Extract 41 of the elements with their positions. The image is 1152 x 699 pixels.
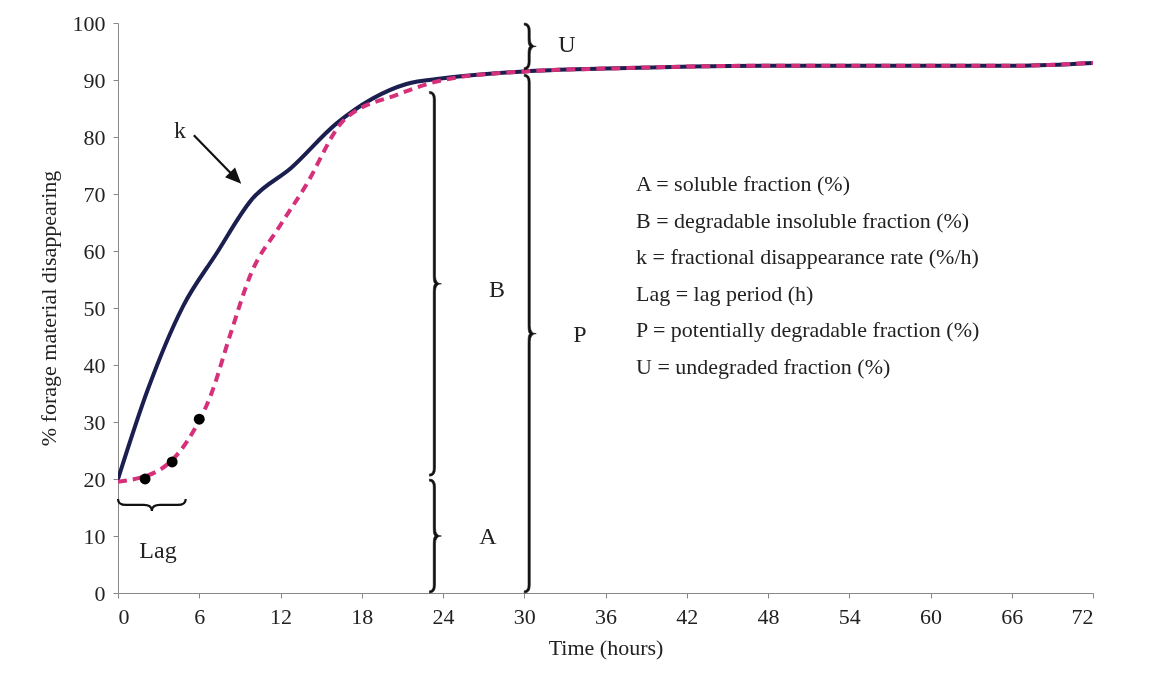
x-tick-label: 30: [513, 603, 536, 629]
x-tick-label: 72: [1071, 603, 1094, 629]
y-tick-label: 10: [83, 523, 106, 549]
point: [166, 456, 178, 468]
y-tick-label: 30: [83, 409, 106, 435]
x-tick-label: 24: [432, 603, 455, 629]
x-tick-label: 18: [351, 603, 374, 629]
y-tick-label: 80: [83, 124, 106, 150]
x-tick-label: 54: [838, 603, 861, 629]
y-tick-label: 40: [83, 352, 106, 378]
annotation: B = degradable insoluble fraction (%): [636, 207, 970, 233]
annotation: P: [573, 321, 587, 347]
annotation: Lag = lag period (h): [636, 280, 814, 306]
annotation: U = undegraded fraction (%): [636, 353, 891, 379]
x-tick-label: 42: [676, 603, 699, 629]
y-axis-title: % forage material disappearing: [35, 170, 61, 447]
annotation: k: [174, 117, 186, 143]
y-tick-label: 100: [72, 10, 106, 36]
x-tick-label: 48: [757, 603, 780, 629]
y-tick-label: 50: [83, 295, 106, 321]
y-tick-label: 60: [83, 238, 106, 264]
y-tick-label: 90: [83, 67, 106, 93]
annotation: P = potentially degradable fraction (%): [636, 317, 980, 342]
annotation: k = fractional disappearance rate (%/h): [636, 244, 979, 269]
y-tick-label: 20: [83, 466, 106, 492]
annotation: Lag: [139, 537, 177, 563]
x-tick-label: 66: [1001, 603, 1024, 629]
annotation: A: [479, 523, 498, 549]
point: [139, 473, 151, 485]
x-axis-title: Time (hours): [548, 634, 664, 660]
x-tick-label: 0: [118, 603, 130, 629]
annotation: A = soluble fraction (%): [636, 171, 851, 196]
x-tick-label: 12: [270, 603, 292, 629]
annotation: B: [488, 276, 506, 302]
x-tick-label: 6: [194, 603, 206, 629]
point: [193, 413, 205, 425]
x-tick-label: 36: [595, 603, 617, 629]
y-tick-label: 70: [83, 181, 106, 207]
annotation: U: [558, 31, 576, 57]
y-tick-label: 0: [94, 580, 106, 606]
x-tick-label: 60: [920, 603, 942, 629]
